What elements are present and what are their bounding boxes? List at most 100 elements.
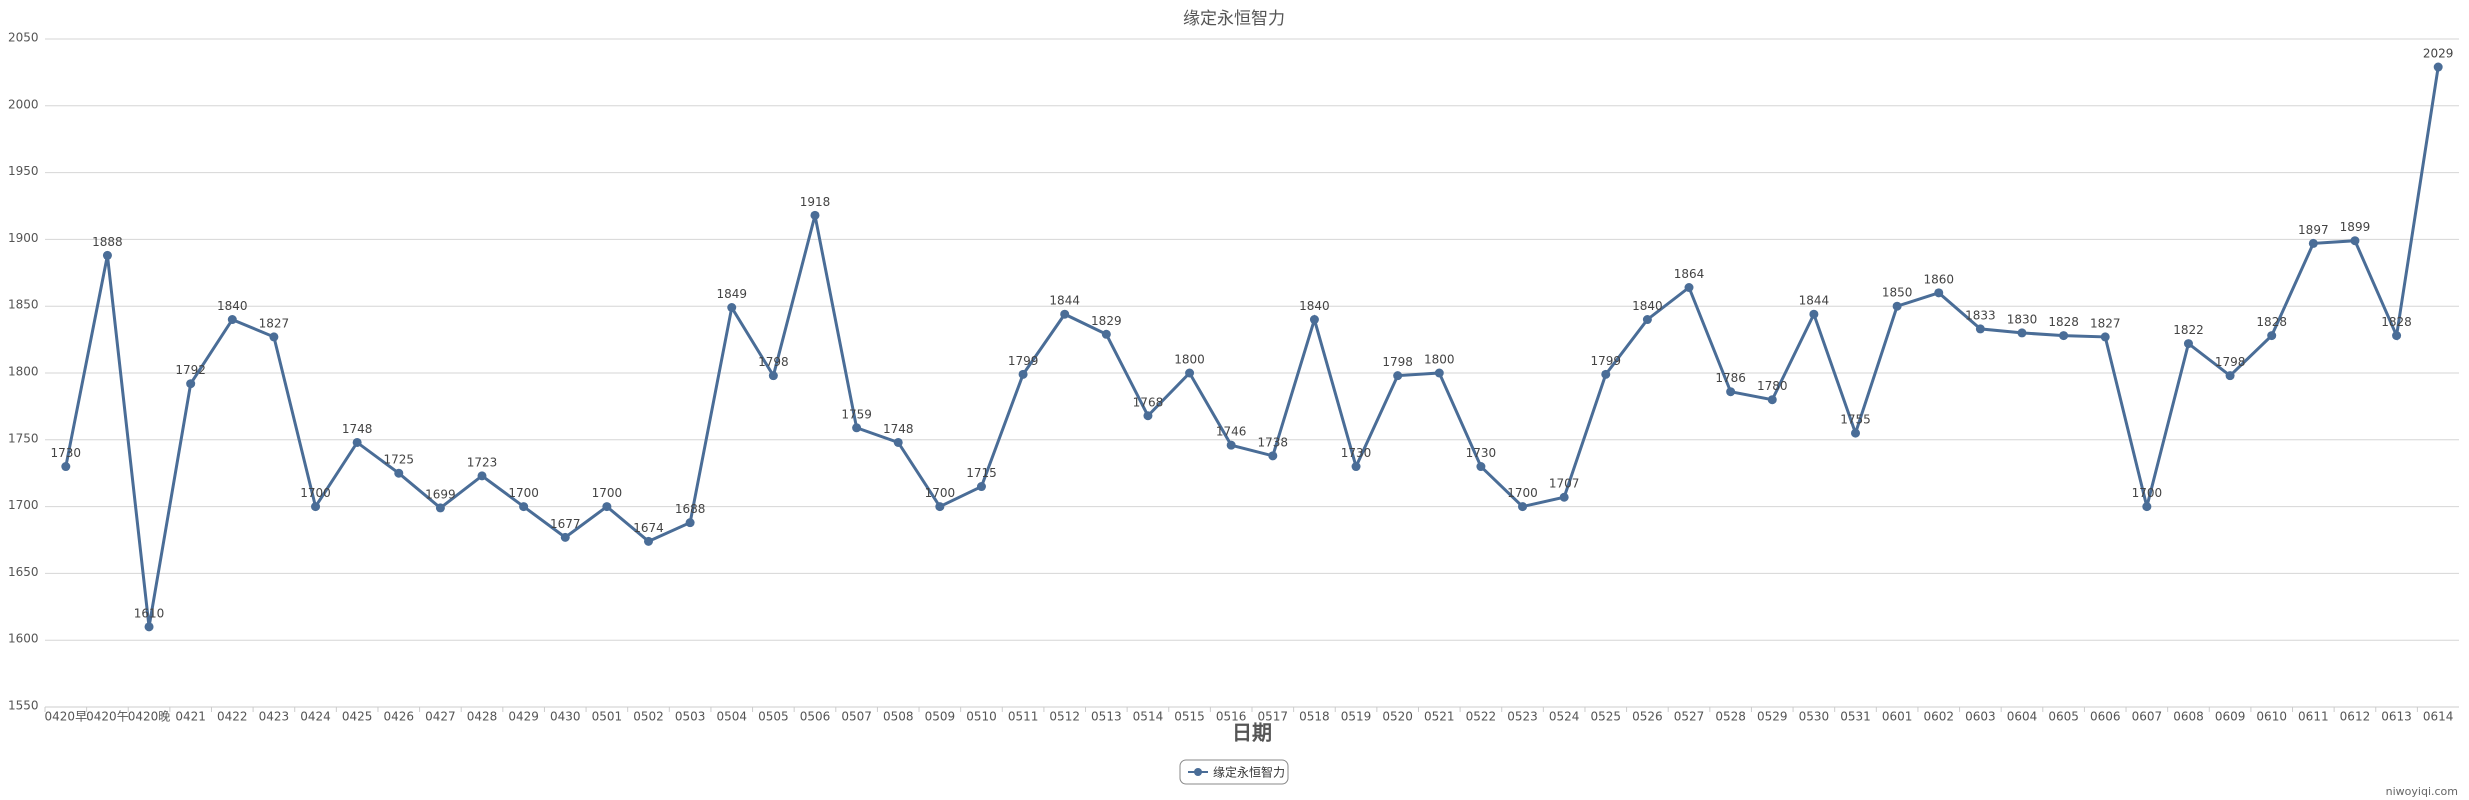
point [1601, 369, 1611, 379]
x-tick-label: 0502 [633, 710, 664, 724]
y-tick-label: 1850 [8, 298, 39, 312]
point [1351, 462, 1361, 472]
x-tick-label: 0514 [1133, 710, 1164, 724]
point [1642, 315, 1652, 325]
point [976, 482, 986, 492]
value-label: 1840 [1632, 299, 1663, 313]
x-tick-label: 0605 [2048, 710, 2079, 724]
value-label: 1849 [716, 287, 747, 301]
point [61, 462, 71, 472]
point [1309, 315, 1319, 325]
point [2142, 502, 2152, 512]
value-label: 1725 [384, 453, 415, 467]
x-tick-label: 0611 [2298, 710, 2329, 724]
x-tick-label: 0422 [217, 710, 248, 724]
value-label: 1700 [508, 486, 539, 500]
point [1684, 282, 1694, 292]
x-tick-label: 0420午 [86, 710, 129, 724]
point [227, 315, 237, 325]
value-label: 1699 [425, 487, 456, 501]
x-tick-label: 0423 [259, 710, 290, 724]
value-label: 1768 [1133, 395, 1164, 409]
value-label: 1723 [467, 455, 498, 469]
value-label: 1700 [2132, 486, 2163, 500]
x-tick-label: 0521 [1424, 710, 1455, 724]
value-label: 1844 [1799, 294, 1830, 308]
y-tick-label: 1600 [8, 632, 39, 646]
value-label: 1730 [1466, 446, 1497, 460]
y-tick-label: 1750 [8, 431, 39, 445]
value-label: 1759 [841, 407, 872, 421]
x-tick-label: 0526 [1632, 710, 1663, 724]
legend-box [1179, 759, 1289, 785]
value-label: 1798 [1382, 355, 1413, 369]
value-label: 1800 [1424, 353, 1455, 367]
x-tick-label: 0505 [758, 710, 789, 724]
point [102, 250, 112, 260]
value-label: 1700 [592, 486, 623, 500]
point [602, 502, 612, 512]
value-label: 1792 [175, 363, 206, 377]
x-tick-label: 0501 [592, 710, 623, 724]
value-label: 1730 [1341, 446, 1372, 460]
value-label: 1677 [550, 517, 581, 531]
value-label: 1828 [2048, 315, 2079, 329]
x-tick-label: 0511 [1008, 710, 1039, 724]
value-label: 1860 [1923, 272, 1954, 286]
value-label: 1897 [2298, 223, 2329, 237]
x-tick-label: 0504 [716, 710, 747, 724]
x-tick-label: 0612 [2340, 710, 2371, 724]
x-tick-label: 0430 [550, 710, 581, 724]
x-tick-label: 0513 [1091, 710, 1122, 724]
point [144, 622, 154, 632]
point [560, 532, 570, 542]
value-label: 1827 [259, 316, 290, 330]
value-label: 1700 [925, 486, 956, 500]
point [935, 502, 945, 512]
point [1268, 451, 1278, 461]
value-label: 1888 [92, 235, 123, 249]
value-label: 1674 [633, 521, 664, 535]
point [1018, 369, 1028, 379]
x-tick-label: 0602 [1923, 710, 1954, 724]
value-label: 1844 [1049, 294, 1080, 308]
point [810, 210, 820, 220]
point [435, 503, 445, 513]
x-tick-label: 0508 [883, 710, 914, 724]
x-tick-label: 0506 [800, 710, 831, 724]
value-label: 1748 [883, 422, 914, 436]
watermark: niwoyiqi.com [2386, 785, 2458, 798]
value-label: 1827 [2090, 316, 2121, 330]
value-label: 2029 [2423, 47, 2454, 61]
value-label: 1850 [1882, 286, 1913, 300]
x-tick-label: 0527 [1674, 710, 1705, 724]
value-label: 1610 [134, 606, 165, 620]
point [2100, 332, 2110, 342]
chart-title: 缘定永恒智力 [1183, 9, 1285, 29]
x-tick-label: 0426 [384, 710, 415, 724]
point [1393, 371, 1403, 381]
x-tick-label: 0420晚 [128, 710, 171, 724]
value-label: 1707 [1549, 477, 1580, 491]
point [2017, 328, 2027, 338]
value-label: 1715 [966, 466, 997, 480]
value-label: 1840 [1299, 299, 1330, 313]
x-tick-label: 0510 [966, 710, 997, 724]
point [1101, 329, 1111, 339]
point [2392, 331, 2402, 341]
value-label: 1755 [1840, 413, 1871, 427]
point [2433, 62, 2443, 72]
x-tick-label: 0425 [342, 710, 373, 724]
point [852, 423, 862, 433]
point [352, 437, 362, 447]
value-label: 1799 [1008, 354, 1039, 368]
point [768, 371, 778, 381]
value-label: 1746 [1216, 425, 1247, 439]
x-tick-label: 0607 [2132, 710, 2163, 724]
x-tick-label: 0531 [1840, 710, 1871, 724]
value-label: 1730 [51, 446, 82, 460]
value-label: 1800 [1174, 353, 1205, 367]
x-tick-label: 0427 [425, 710, 456, 724]
point [1476, 462, 1486, 472]
